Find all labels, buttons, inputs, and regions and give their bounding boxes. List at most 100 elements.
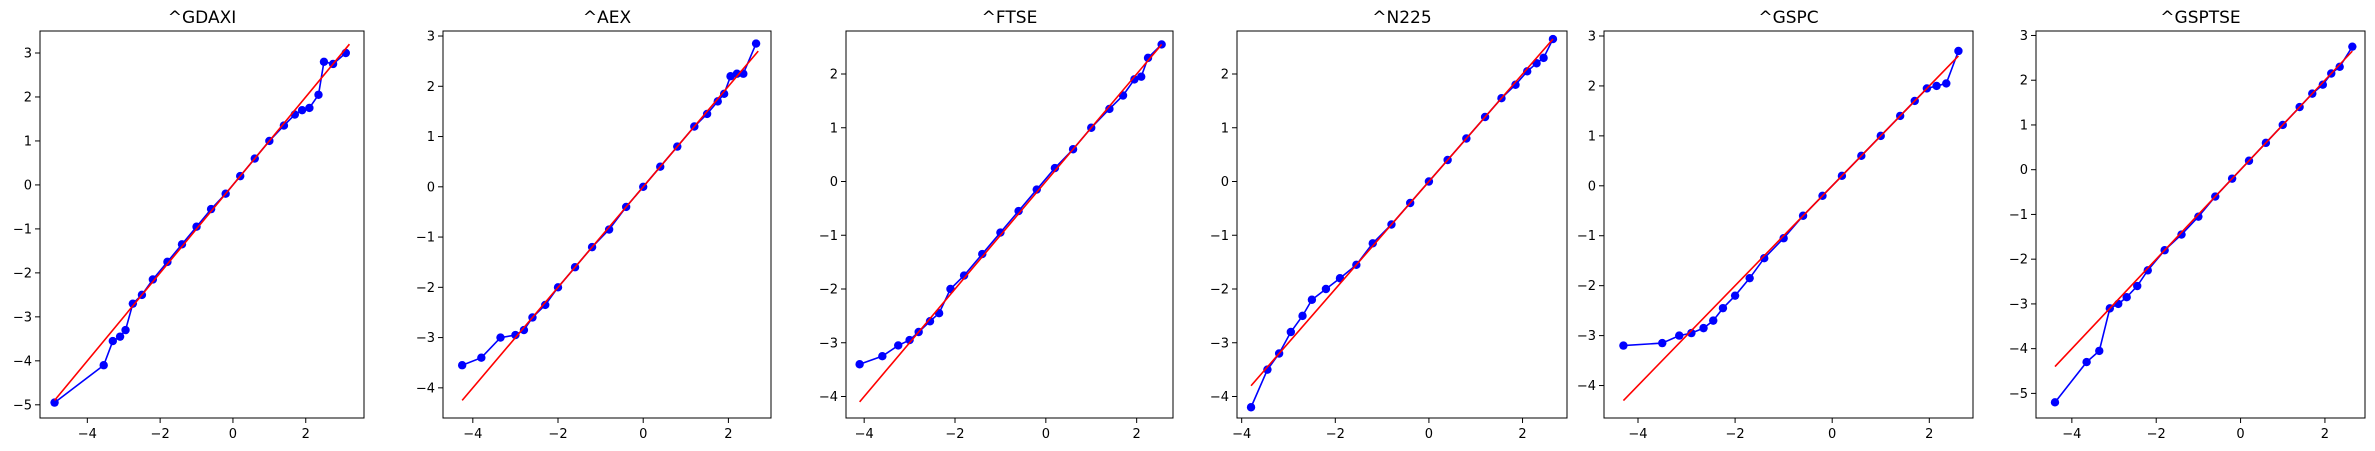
- sample-quantile-point: [192, 222, 201, 231]
- sample-quantile-point: [457, 361, 467, 370]
- sample-quantile-point: [128, 299, 138, 308]
- y-tick-label: −4: [13, 354, 32, 369]
- sample-quantile-point: [206, 204, 216, 214]
- sample-quantile-point: [1779, 234, 1788, 243]
- qq-panel-5: ^GSPTSE −4 −2 0 2 −5 −4 −3 −2 −1 0 1 2 3: [2009, 8, 2366, 442]
- y-tick-label: −3: [1210, 336, 1229, 351]
- sample-quantile-point: [1760, 254, 1769, 263]
- sample-quantile-point: [1105, 104, 1114, 114]
- sample-quantile-point: [2194, 212, 2203, 221]
- reference-line: [461, 50, 759, 401]
- reference-line: [1622, 55, 1960, 402]
- sample-quantile-point: [297, 105, 307, 115]
- y-tick-label: 2: [427, 80, 435, 95]
- y-tick-label: −3: [2009, 297, 2028, 312]
- sample-quantile-point: [1307, 295, 1317, 304]
- x-tick-label: 2: [1518, 427, 1526, 442]
- axes-frame: [1236, 30, 1568, 419]
- sample-quantile-point: [2335, 62, 2344, 71]
- x-tick-label: −2: [1326, 427, 1345, 442]
- sample-quantile-point: [1050, 163, 1060, 173]
- y-tick-label: −2: [13, 266, 32, 281]
- y-tick-label: 1: [2020, 118, 2028, 133]
- y-tick-label: −2: [1210, 283, 1229, 298]
- sample-quantile-point: [878, 351, 887, 361]
- y-tick-label: 2: [2020, 74, 2028, 89]
- sample-quantile-point: [1246, 403, 1256, 412]
- sample-quantile-point: [1718, 303, 1728, 313]
- sample-quantile-point: [2050, 398, 2060, 407]
- sample-quantile-point: [1143, 53, 1153, 63]
- y-tick-label: −5: [2009, 387, 2028, 402]
- x-tick-label: −2: [548, 427, 567, 442]
- y-tick-label: −4: [1210, 390, 1229, 405]
- sample-quantile-point: [1321, 284, 1331, 294]
- y-tick-label: 1: [427, 130, 435, 145]
- sample-quantile-point: [50, 398, 59, 407]
- sample-quantile-point: [1619, 341, 1628, 350]
- y-tick-label: 1: [24, 134, 32, 149]
- panel-title: ^GDAXI: [168, 8, 237, 28]
- axes-frame: [39, 30, 365, 419]
- sample-quantile-point: [1709, 316, 1718, 325]
- sample-quantile-point: [604, 225, 614, 234]
- sample-quantile-point: [1745, 273, 1754, 283]
- x-tick-label: −4: [1628, 427, 1647, 442]
- qq-panel-2: ^FTSE −4 −2 0 2 −4 −3 −2 −1 0 1 2: [819, 8, 1174, 442]
- y-tick-label: −4: [1577, 379, 1596, 394]
- y-tick-label: −1: [2009, 208, 2028, 223]
- y-tick-label: −1: [1577, 229, 1596, 244]
- y-tick-label: −2: [1577, 279, 1596, 294]
- sample-quantile-point: [279, 121, 289, 130]
- y-tick-label: −4: [416, 381, 435, 396]
- panel-title: ^GSPC: [1758, 8, 1818, 28]
- x-tick-label: −2: [1726, 427, 1745, 442]
- sample-quantile-point: [1954, 46, 1963, 56]
- y-tick-label: 3: [24, 46, 32, 61]
- sample-quantile-point: [1699, 323, 1708, 333]
- x-tick-label: −4: [855, 427, 874, 442]
- sample-quantile-point: [1658, 338, 1667, 348]
- axes-frame: [442, 30, 772, 419]
- y-tick-label: 1: [1221, 121, 1229, 136]
- y-tick-label: −3: [1577, 329, 1596, 344]
- sample-quantile-point: [2114, 299, 2123, 309]
- y-tick-label: −3: [416, 331, 435, 346]
- sample-quantile-point: [905, 335, 914, 345]
- y-tick-label: −1: [13, 222, 32, 237]
- axes-frame: [1603, 30, 1974, 419]
- panel-title: ^N225: [1372, 8, 1431, 28]
- sample-quantile-point: [2143, 266, 2152, 275]
- sample-quantile-point: [2177, 230, 2186, 239]
- y-tick-label: −5: [13, 398, 32, 413]
- axes-frame: [2035, 30, 2366, 419]
- x-tick-label: 0: [2236, 427, 2244, 442]
- sample-quantile-point: [726, 72, 735, 81]
- sample-quantile-point: [2095, 346, 2104, 356]
- y-tick-label: 0: [24, 178, 32, 193]
- sample-quantile-point: [713, 97, 722, 106]
- sample-quantile-point: [519, 325, 529, 335]
- y-tick-label: 0: [1588, 179, 1596, 194]
- sample-quantile-point: [1014, 206, 1023, 216]
- y-tick-label: 2: [830, 68, 838, 83]
- x-tick-label: 2: [1925, 427, 1933, 442]
- y-tick-label: −1: [416, 231, 435, 246]
- sample-quantile-point: [2318, 80, 2328, 89]
- y-tick-label: −2: [819, 283, 838, 298]
- sample-quantile-point: [1539, 53, 1548, 63]
- y-tick-label: 0: [427, 180, 435, 195]
- reference-line: [859, 43, 1163, 403]
- sample-quantile-point: [319, 57, 329, 66]
- y-tick-label: −3: [819, 336, 838, 351]
- sample-quantile-point: [1032, 185, 1041, 194]
- y-tick-label: 2: [1221, 68, 1229, 83]
- sample-quantile-point: [1137, 72, 1146, 81]
- sample-quantile-point: [959, 271, 969, 280]
- x-tick-label: 2: [302, 427, 310, 442]
- y-tick-label: −4: [2009, 342, 2028, 357]
- sample-quantile-point: [1368, 239, 1377, 248]
- sample-quantile-point: [1263, 365, 1272, 374]
- sample-quantile-point: [305, 103, 314, 113]
